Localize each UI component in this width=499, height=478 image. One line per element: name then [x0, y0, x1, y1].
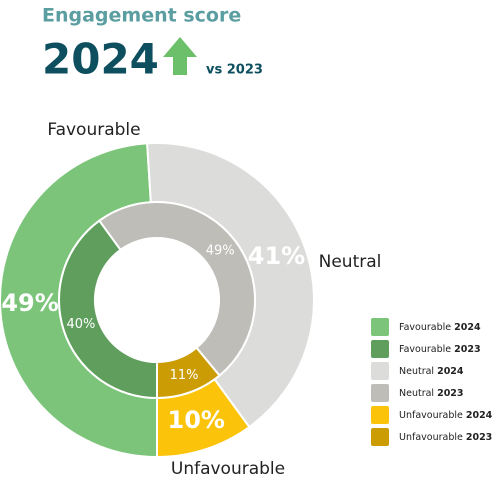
- legend-category: Favourable: [399, 322, 451, 333]
- legend-category: Neutral: [399, 388, 434, 399]
- legend-year: 2024: [437, 366, 464, 377]
- legend-label: Neutral 2024: [399, 366, 464, 377]
- legend-label: Unfavourable 2023: [399, 432, 492, 443]
- legend-label: Favourable 2023: [399, 344, 481, 355]
- legend-swatch: [371, 318, 389, 336]
- comparison: vs 2023: [206, 63, 263, 78]
- legend-swatch: [371, 428, 389, 446]
- data-label: 49%: [1, 289, 58, 317]
- legend-swatch: [371, 384, 389, 402]
- headline: 2024: [42, 35, 159, 84]
- category-label: Neutral: [319, 252, 382, 272]
- donut-slice: [58, 219, 158, 400]
- up-arrow: [163, 37, 197, 75]
- legend-year: 2024: [466, 410, 493, 421]
- chart-title: Engagement score: [42, 5, 241, 27]
- data-label: 10%: [168, 406, 225, 434]
- legend-year: 2024: [454, 322, 481, 333]
- legend-category: Unfavourable: [399, 432, 463, 443]
- legend-year: 2023: [437, 388, 463, 399]
- data-label: 40%: [66, 317, 95, 332]
- legend-label: Unfavourable 2024: [399, 410, 493, 421]
- legend-label: Favourable 2024: [399, 322, 481, 333]
- legend-swatch: [371, 362, 389, 380]
- data-label: 41%: [248, 242, 305, 270]
- legend-category: Neutral: [399, 366, 434, 377]
- donut-slice: [156, 346, 221, 400]
- legend-swatch: [371, 340, 389, 358]
- category-label: Favourable: [47, 120, 140, 140]
- legend-year: 2023: [454, 344, 480, 355]
- legend-swatch: [371, 406, 389, 424]
- legend-label: Neutral 2023: [399, 388, 464, 399]
- category-label: Unfavourable: [171, 459, 285, 478]
- donut-slice: [97, 201, 256, 377]
- data-label: 49%: [206, 243, 235, 258]
- data-label: 11%: [170, 368, 199, 383]
- legend-year: 2023: [466, 432, 492, 443]
- legend-category: Unfavourable: [399, 410, 463, 421]
- legend-category: Favourable: [399, 344, 451, 355]
